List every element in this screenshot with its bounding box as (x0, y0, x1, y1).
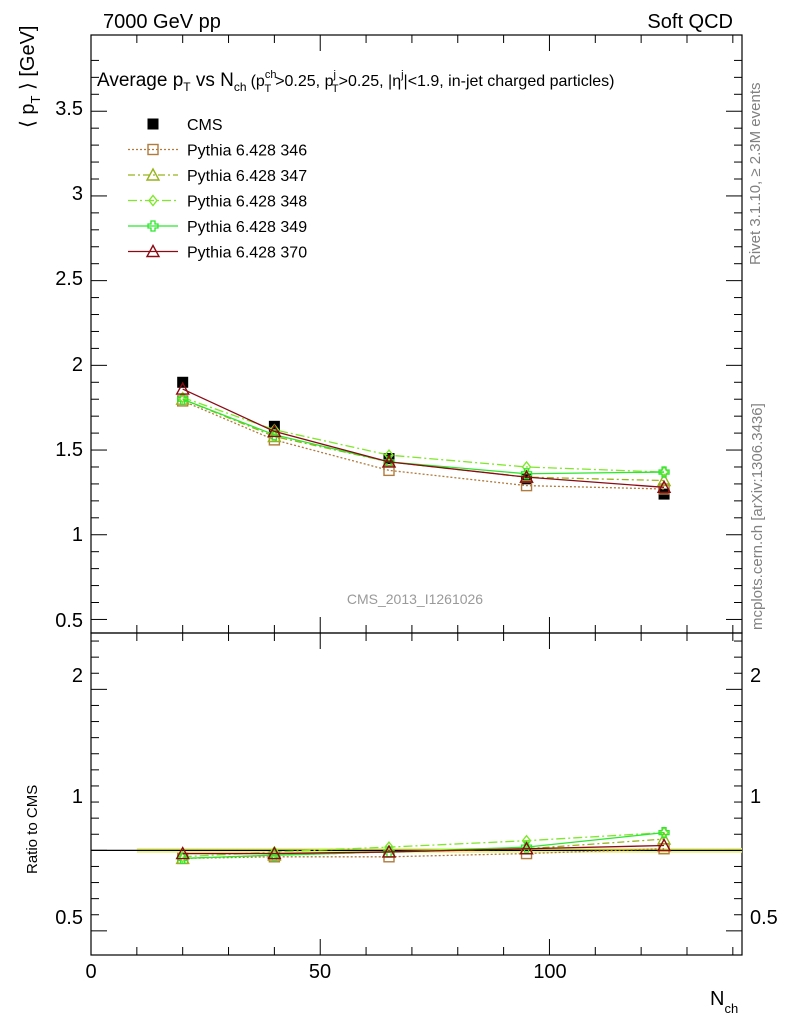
data-point (381, 454, 397, 468)
ratio-line (182, 844, 665, 855)
legend-entry: Pythia 6.428 370 (128, 244, 307, 262)
mcplots-text: mcplots.cern.ch [arXiv:1306.3436] (749, 403, 766, 630)
ratio-point (381, 844, 397, 858)
legend-marker (147, 220, 159, 232)
data-point (656, 473, 672, 487)
ratio-point (269, 845, 280, 859)
y-tick-label-1: 1 (72, 524, 83, 546)
data-point (177, 391, 188, 404)
main-series-group (175, 376, 672, 500)
legend-label: Pythia 6.428 370 (187, 245, 307, 262)
ratio-tick-label-0.5-left: 0.5 (55, 907, 83, 929)
legend-label: Pythia 6.428 347 (187, 168, 307, 185)
x-tick-label-100: 100 (533, 961, 566, 983)
tick-labels: 0 50 100 0.5 1 1.5 2 2.5 3 3.5 0.5 1 2 0… (55, 98, 778, 983)
x-tick-label-0: 0 (85, 961, 96, 983)
legend: CMS Pythia 6.428 346 Pythia 6.428 347 Pythi… (128, 117, 307, 262)
series-line (182, 398, 665, 482)
ratio-series-4 (175, 838, 672, 860)
ratio-tick-label-2-left: 2 (72, 665, 83, 687)
ratio-tick-label-0.5-right: 0.5 (750, 907, 778, 929)
data-point (658, 483, 670, 495)
data-point (519, 469, 534, 483)
ratio-point (175, 846, 190, 860)
ratio-point (177, 850, 188, 863)
legend-label: Pythia 6.428 349 (187, 219, 307, 236)
legend-marker (148, 194, 158, 207)
x-axis-label: Nch (710, 988, 738, 1016)
legend-entry: Pythia 6.428 346 (128, 143, 307, 160)
series-line (182, 388, 665, 488)
y-axis-label-main: ⟨ pT ⟩ [GeV] (17, 26, 43, 129)
data-point (267, 423, 282, 438)
legend-label: Pythia 6.428 346 (187, 143, 307, 160)
series-line (182, 398, 665, 475)
data-point (383, 453, 395, 465)
legend-entry: Pythia 6.428 349 (128, 219, 307, 236)
legend-entry: Pythia 6.428 348 (128, 194, 307, 211)
ratio-tick-label-1-left: 1 (72, 786, 83, 808)
data-point (658, 466, 670, 478)
ratio-line (182, 848, 665, 860)
ratio-point (658, 826, 670, 839)
legend-entry: CMS (147, 117, 223, 134)
analysis-watermark: CMS_2013_I1261026 (347, 591, 483, 607)
data-point (383, 464, 395, 477)
data-point (520, 479, 533, 492)
data-point (175, 381, 190, 395)
series-line (182, 396, 665, 473)
y-tick-label-2: 2 (72, 354, 83, 376)
legend-marker (147, 143, 159, 156)
x-tick-label-50: 50 (309, 961, 331, 983)
series-2 (175, 391, 672, 487)
ratio-point (267, 846, 282, 860)
ratio-point (519, 841, 534, 855)
header-left: 7000 GeV pp (103, 11, 221, 33)
data-point (268, 429, 281, 441)
ratio-plot-frame (90, 632, 743, 956)
plot-title: Average pT vs Nch (pch T >0.25, pj T>0.25, |… (97, 69, 614, 95)
header-right: Soft QCD (647, 11, 733, 33)
series-line (182, 400, 665, 490)
data-point (177, 393, 189, 405)
legend-label: CMS (187, 117, 223, 134)
legend-label: Pythia 6.428 348 (187, 194, 307, 211)
ratio-point (656, 831, 672, 845)
legend-marker (147, 118, 159, 130)
data-point (656, 479, 672, 494)
ratio-point (656, 838, 672, 852)
ratio-tick-label-2-right: 2 (750, 665, 761, 687)
y-tick-label-1.5: 1.5 (55, 439, 83, 461)
legend-marker (145, 244, 161, 258)
legend-entry: Pythia 6.428 347 (128, 167, 307, 185)
series-0 (177, 376, 670, 500)
y-axis-label-ratio: Ratio to CMS (24, 785, 41, 874)
y-tick-label-0.5: 0.5 (55, 610, 83, 632)
series-5 (175, 381, 672, 494)
y-tick-label-3.5: 3.5 (55, 98, 83, 120)
data-point (384, 449, 394, 462)
y-tick-label-3: 3 (72, 183, 83, 205)
rivet-version-text: Rivet 3.1.10, ≥ 2.3M events (747, 83, 764, 266)
legend-marker (145, 167, 161, 181)
y-tick-label-2.5: 2.5 (55, 268, 83, 290)
ratio-series-group (175, 826, 672, 865)
ratio-point (521, 834, 532, 847)
data-point (520, 468, 533, 480)
ratio-tick-label-1-right: 1 (750, 786, 761, 808)
